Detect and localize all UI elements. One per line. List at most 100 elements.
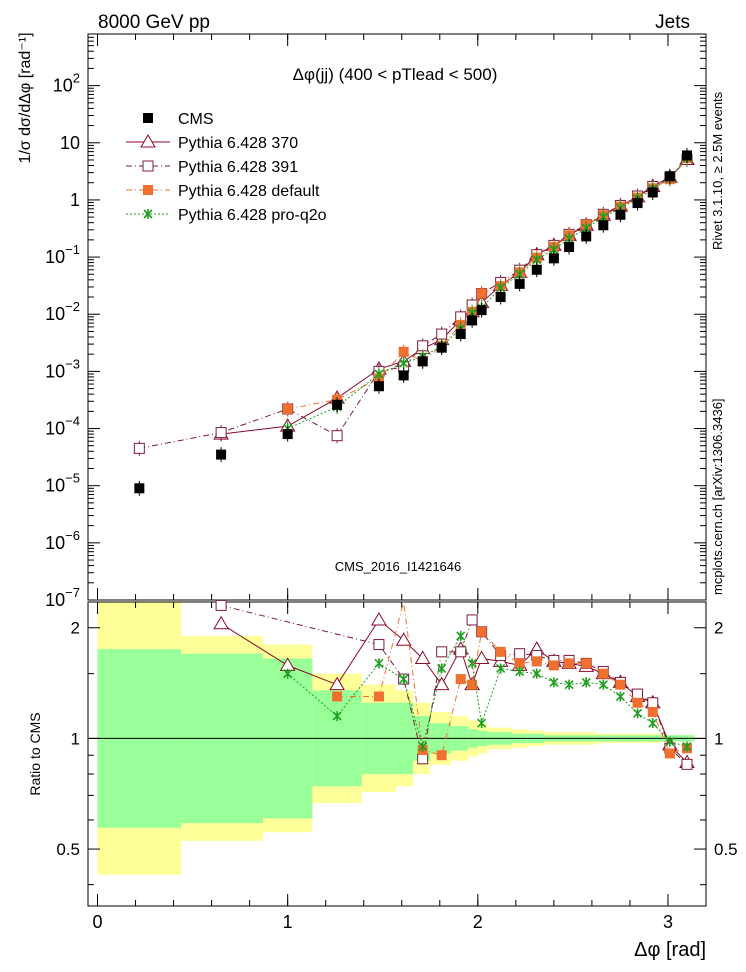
ratio-point: [466, 614, 478, 626]
ratio-point: [515, 666, 525, 677]
data-point: [476, 288, 487, 299]
ratio-point: [332, 711, 342, 722]
data-point: [216, 449, 227, 460]
ratio-point: [531, 656, 542, 667]
main-series-3: [282, 150, 692, 417]
ratio-point: [548, 660, 559, 671]
ratio-point: [455, 674, 466, 685]
x-axis-label: Δφ [rad]: [634, 939, 706, 961]
ratio-point: [598, 668, 609, 679]
ratio-point: [549, 677, 559, 688]
ratio-point: [456, 630, 466, 641]
ratio-tick-label-right: 2: [714, 619, 723, 638]
ratio-point: [682, 741, 692, 752]
main-panel-series: [133, 147, 695, 496]
data-point: [476, 305, 487, 316]
legend-label: Pythia 6.428 pro-q2o: [178, 207, 327, 224]
ratio-point: [598, 679, 608, 690]
y-tick-label: 102: [53, 71, 80, 96]
main-series-line: [287, 157, 688, 410]
data-point: [564, 242, 575, 253]
ratio-point: [215, 599, 227, 611]
data-point: [417, 356, 428, 367]
legend-marker: [143, 209, 153, 219]
ratio-point: [414, 650, 431, 664]
ratio-point: [632, 708, 643, 719]
main-y-axis-label: 1/σ dσ/dΔφ [rad⁻¹]: [17, 32, 34, 163]
x-tick-label: 2: [473, 912, 483, 932]
ratio-point: [632, 688, 644, 700]
ratio-point: [437, 663, 447, 674]
ratio-point: [399, 674, 409, 685]
legend-label: Pythia 6.428 default: [178, 183, 320, 200]
ratio-point: [373, 691, 384, 702]
data-point: [681, 150, 692, 161]
ratio-series-line: [337, 601, 688, 756]
main-series-line: [139, 159, 688, 449]
ratio-tick-label-left: 0.5: [56, 840, 80, 859]
data-point: [399, 358, 409, 369]
ratio-point: [332, 691, 343, 702]
data-point: [467, 315, 478, 326]
ratio-point: [615, 691, 625, 702]
ratio-point: [329, 676, 345, 691]
ratio-point: [581, 677, 591, 688]
ratio-point: [473, 650, 490, 664]
ratio-point: [514, 658, 525, 669]
ratio-point: [681, 758, 693, 770]
ratio-point: [514, 648, 526, 660]
data-point: [215, 427, 227, 439]
data-point: [134, 483, 145, 494]
header-left: 8000 GeV pp: [98, 12, 210, 33]
ratio-point: [581, 658, 592, 669]
data-point: [632, 198, 643, 209]
legend-label: Pythia 6.428 391: [178, 159, 298, 176]
ratio-point: [467, 679, 478, 690]
ratio-y-axis-label: Ratio to CMS: [27, 712, 43, 795]
legend-marker: [140, 134, 156, 148]
ratio-point: [615, 679, 626, 690]
main-series-0: [134, 147, 692, 496]
y-tick-label: 10−3: [45, 356, 80, 381]
ratio-point: [665, 736, 675, 747]
data-point: [332, 399, 343, 410]
data-point: [398, 346, 409, 357]
ratio-tick-label-right: 0.5: [714, 840, 738, 859]
ratio-point: [495, 646, 506, 657]
legend-label: Pythia 6.428 370: [178, 135, 298, 152]
data-point: [598, 220, 609, 231]
main-y-axis-label-text: 1/σ dσ/dΔφ [rad⁻¹]: [17, 32, 34, 163]
data-point: [455, 329, 466, 340]
data-point: [282, 403, 293, 414]
ratio-point: [418, 741, 428, 752]
x-tick-label: 3: [663, 912, 673, 932]
data-point: [133, 442, 145, 454]
ratio-point: [564, 679, 574, 690]
ratio-point: [664, 748, 675, 759]
ratio-point: [373, 639, 385, 651]
y-tick-label: 10−1: [45, 242, 80, 267]
y-tick-label: 1: [70, 190, 80, 210]
ratio-point: [374, 658, 384, 669]
data-point: [417, 340, 429, 352]
main-series-line: [287, 157, 688, 429]
ratio-series-4: [283, 630, 692, 752]
ratio-point: [564, 658, 575, 669]
side-label-rivet: Rivet 3.1.10, ≥ 2.5M events: [710, 91, 725, 250]
data-point: [374, 369, 384, 379]
data-point: [647, 187, 658, 198]
ratio-panel-frame: [87, 601, 707, 907]
legend-marker: [143, 113, 153, 123]
ratio-tick-label-right: 1: [714, 729, 723, 748]
x-tick-label: 1: [283, 912, 293, 932]
ratio-point: [477, 718, 487, 729]
ratio-point: [436, 646, 448, 658]
ratio-point: [647, 697, 659, 709]
data-point: [373, 381, 384, 392]
legend-label: CMS: [178, 111, 214, 128]
ratio-point: [476, 626, 487, 637]
ratio-point: [496, 663, 506, 674]
y-tick-label: 10−6: [45, 528, 80, 553]
